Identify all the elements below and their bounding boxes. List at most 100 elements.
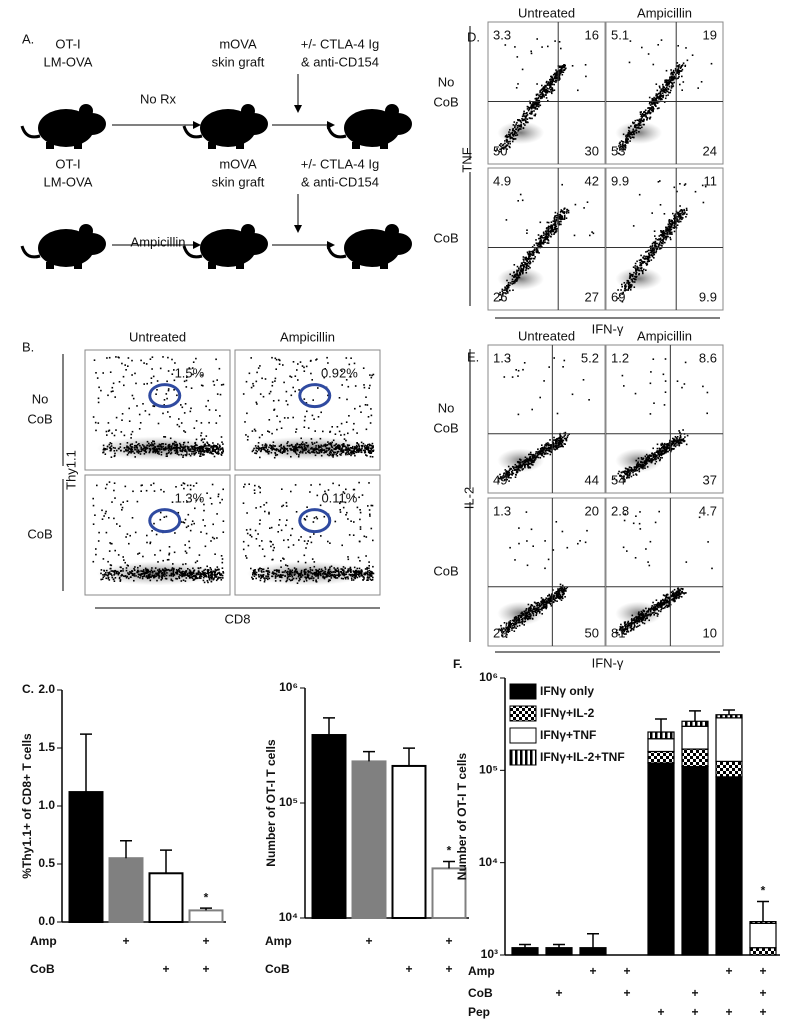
event-dot xyxy=(591,231,593,233)
event-dot xyxy=(111,391,113,393)
event-dot xyxy=(303,449,305,451)
event-dot xyxy=(640,255,642,257)
quadrant-value: 3.3 xyxy=(493,27,511,42)
event-dot xyxy=(114,453,116,455)
event-dot xyxy=(332,454,334,456)
event-dot xyxy=(510,282,512,284)
event-dot xyxy=(536,103,538,105)
event-dot xyxy=(537,108,539,110)
event-dot xyxy=(514,280,516,282)
event-dot xyxy=(192,568,194,570)
event-dot xyxy=(509,290,511,292)
event-dot xyxy=(216,379,218,381)
event-dot xyxy=(95,430,97,432)
event-dot xyxy=(530,262,532,264)
event-dot xyxy=(296,568,298,570)
event-dot xyxy=(358,446,360,448)
event-dot xyxy=(135,383,137,385)
event-dot xyxy=(257,448,259,450)
event-dot xyxy=(182,456,184,458)
event-dot xyxy=(182,564,184,566)
event-dot xyxy=(657,239,659,241)
event-dot xyxy=(369,570,371,572)
event-dot xyxy=(513,271,515,273)
row-label: No xyxy=(438,400,455,415)
event-dot xyxy=(556,230,558,232)
quadrant-value: 42 xyxy=(585,173,599,188)
event-dot xyxy=(306,445,308,447)
event-dot xyxy=(678,220,680,222)
event-dot xyxy=(508,287,510,289)
event-dot xyxy=(362,445,364,447)
event-dot xyxy=(633,137,635,139)
event-dot xyxy=(123,575,125,577)
event-dot xyxy=(364,445,366,447)
event-dot xyxy=(663,238,665,240)
event-dot xyxy=(123,559,125,561)
event-dot xyxy=(510,138,512,140)
event-dot xyxy=(515,476,517,478)
event-dot xyxy=(320,438,322,440)
quadrant-value: 24 xyxy=(703,143,717,158)
event-dot xyxy=(256,403,258,405)
event-dot xyxy=(156,389,158,391)
event-dot xyxy=(140,490,142,492)
event-dot xyxy=(168,554,170,556)
event-dot xyxy=(340,434,342,436)
event-dot xyxy=(157,572,159,574)
event-dot xyxy=(549,236,551,238)
event-dot xyxy=(193,523,195,525)
event-dot xyxy=(346,399,348,401)
event-dot xyxy=(188,446,190,448)
event-dot xyxy=(670,239,672,241)
event-dot xyxy=(180,444,182,446)
event-dot xyxy=(559,41,561,43)
event-dot xyxy=(298,454,300,456)
event-dot xyxy=(164,575,166,577)
event-dot xyxy=(554,219,556,221)
event-dot xyxy=(669,222,671,224)
event-dot xyxy=(335,433,337,435)
event-dot xyxy=(140,422,142,424)
event-dot xyxy=(371,449,373,451)
event-dot xyxy=(373,374,375,376)
event-dot xyxy=(269,431,271,433)
mouse-tail xyxy=(328,126,346,137)
event-dot xyxy=(530,467,532,469)
event-dot xyxy=(654,252,656,254)
gate-percent: 1.5% xyxy=(175,365,205,380)
event-dot xyxy=(547,236,549,238)
event-dot xyxy=(194,427,196,429)
event-dot xyxy=(307,540,309,542)
event-dot xyxy=(516,122,518,124)
event-dot xyxy=(284,417,286,419)
event-dot xyxy=(370,408,372,410)
event-dot xyxy=(522,200,524,202)
therapy-label: & anti-CD154 xyxy=(301,54,379,69)
event-dot xyxy=(511,283,513,285)
event-dot xyxy=(110,448,112,450)
event-dot xyxy=(514,125,516,127)
event-dot xyxy=(632,132,634,134)
event-dot xyxy=(643,255,645,257)
event-dot xyxy=(317,518,319,520)
event-dot xyxy=(258,447,260,449)
event-dot xyxy=(166,575,168,577)
event-dot xyxy=(677,77,679,79)
event-dot xyxy=(341,448,343,450)
event-dot xyxy=(275,455,277,457)
event-dot xyxy=(171,452,173,454)
event-dot xyxy=(515,135,517,137)
event-dot xyxy=(681,89,683,91)
event-dot xyxy=(193,570,195,572)
event-dot xyxy=(664,232,666,234)
event-dot xyxy=(142,578,144,580)
event-dot xyxy=(155,393,157,395)
event-dot xyxy=(365,555,367,557)
event-dot xyxy=(541,96,543,98)
event-dot xyxy=(365,454,367,456)
event-dot xyxy=(355,575,357,577)
event-dot xyxy=(639,260,641,262)
event-dot xyxy=(257,533,259,535)
event-dot xyxy=(661,242,663,244)
